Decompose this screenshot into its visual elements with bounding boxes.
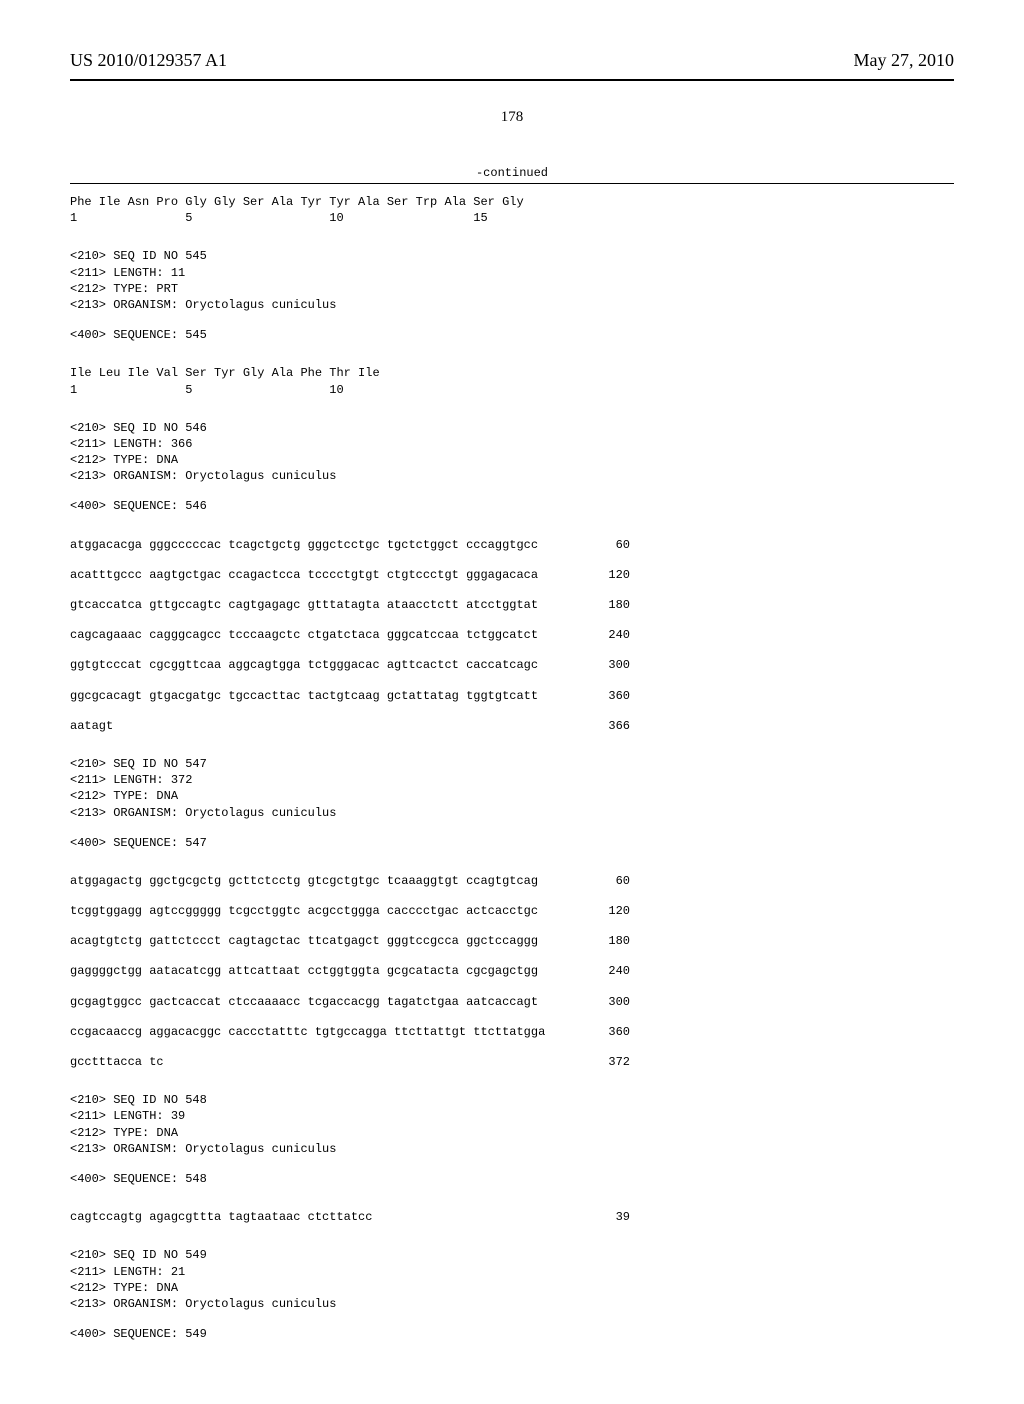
dna-row: tcggtggagg agtccggggg tcgcctggtc acgcctg… — [70, 903, 630, 919]
seq-header-line: <400> SEQUENCE: 549 — [70, 1326, 954, 1342]
seq-header-line: <210> SEQ ID NO 548 — [70, 1092, 954, 1108]
dna-position: 240 — [600, 963, 630, 979]
seq-header-line: <211> LENGTH: 372 — [70, 772, 954, 788]
dna-position: 372 — [600, 1054, 630, 1070]
dna-position: 366 — [600, 718, 630, 734]
running-header: US 2010/0129357 A1 May 27, 2010 — [70, 50, 954, 71]
dna-sequence: atggagactg ggctgcgctg gcttctcctg gtcgctg… — [70, 873, 538, 889]
seq-header-line: <212> TYPE: DNA — [70, 452, 954, 468]
dna-position: 120 — [600, 567, 630, 583]
seq-header-line: <212> TYPE: PRT — [70, 281, 954, 297]
seq-header-line — [70, 1312, 954, 1326]
dna-row: atggagactg ggctgcgctg gcttctcctg gtcgctg… — [70, 873, 630, 889]
dna-sequence: ccgacaaccg aggacacggc caccctatttc tgtgcc… — [70, 1024, 545, 1040]
dna-row: ggcgcacagt gtgacgatgc tgccacttac tactgtc… — [70, 688, 630, 704]
dna-position: 39 — [600, 1209, 630, 1225]
seq-header-line: <400> SEQUENCE: 548 — [70, 1171, 954, 1187]
dna-row: gcctttacca tc 372 — [70, 1054, 630, 1070]
dna-row: atggacacga gggcccccac tcagctgctg gggctcc… — [70, 537, 630, 553]
dna-sequence: cagtccagtg agagcgttta tagtaataac ctcttat… — [70, 1209, 372, 1225]
protein-residues: Phe Ile Asn Pro Gly Gly Ser Ala Tyr Tyr … — [70, 194, 954, 210]
seq-header-line: <213> ORGANISM: Oryctolagus cuniculus — [70, 468, 954, 484]
dna-position: 300 — [600, 657, 630, 673]
seq-header-line: <400> SEQUENCE: 547 — [70, 835, 954, 851]
sequence-block: <210> SEQ ID NO 548<211> LENGTH: 39<212>… — [70, 1092, 954, 1187]
protein-numbers: 1 5 10 — [70, 382, 954, 398]
seq-header-line: <210> SEQ ID NO 546 — [70, 420, 954, 436]
dna-sequence: aatagt — [70, 718, 113, 734]
page-number: 178 — [70, 109, 954, 126]
seq-header-line: <211> LENGTH: 366 — [70, 436, 954, 452]
publication-date: May 27, 2010 — [854, 50, 955, 71]
dna-position: 180 — [600, 933, 630, 949]
dna-position: 120 — [600, 903, 630, 919]
dna-row: acatttgccc aagtgctgac ccagactcca tcccctg… — [70, 567, 630, 583]
sequence-block: <210> SEQ ID NO 545<211> LENGTH: 11<212>… — [70, 248, 954, 343]
dna-sequence: gaggggctgg aatacatcgg attcattaat cctggtg… — [70, 963, 538, 979]
dna-sequence: ggtgtcccat cgcggttcaa aggcagtgga tctggga… — [70, 657, 538, 673]
seq-header-line: <210> SEQ ID NO 545 — [70, 248, 954, 264]
dna-position: 360 — [600, 688, 630, 704]
dna-position: 240 — [600, 627, 630, 643]
dna-row: gtcaccatca gttgccagtc cagtgagagc gtttata… — [70, 597, 630, 613]
sequence-block: <210> SEQ ID NO 546<211> LENGTH: 366<212… — [70, 420, 954, 515]
dna-row: gaggggctgg aatacatcgg attcattaat cctggtg… — [70, 963, 630, 979]
sequence-listing: Phe Ile Asn Pro Gly Gly Ser Ala Tyr Tyr … — [70, 194, 954, 1342]
protein-numbers: 1 5 10 15 — [70, 210, 954, 226]
dna-row: acagtgtctg gattctccct cagtagctac ttcatga… — [70, 933, 630, 949]
seq-header-line: <400> SEQUENCE: 546 — [70, 498, 954, 514]
dna-sequence: acagtgtctg gattctccct cagtagctac ttcatga… — [70, 933, 538, 949]
dna-position: 60 — [600, 873, 630, 889]
publication-number: US 2010/0129357 A1 — [70, 50, 227, 71]
protein-residues: Ile Leu Ile Val Ser Tyr Gly Ala Phe Thr … — [70, 365, 954, 381]
page-container: US 2010/0129357 A1 May 27, 2010 178 -con… — [0, 0, 1024, 1404]
dna-sequence: acatttgccc aagtgctgac ccagactcca tcccctg… — [70, 567, 538, 583]
dna-row: cagcagaaac cagggcagcc tcccaagctc ctgatct… — [70, 627, 630, 643]
dna-sequence: ggcgcacagt gtgacgatgc tgccacttac tactgtc… — [70, 688, 538, 704]
dna-position: 60 — [600, 537, 630, 553]
seq-header-line: <210> SEQ ID NO 547 — [70, 756, 954, 772]
sequence-block: Ile Leu Ile Val Ser Tyr Gly Ala Phe Thr … — [70, 365, 954, 397]
sequence-block: cagtccagtg agagcgttta tagtaataac ctcttat… — [70, 1209, 954, 1225]
seq-header-line: <400> SEQUENCE: 545 — [70, 327, 954, 343]
seq-header-line: <213> ORGANISM: Oryctolagus cuniculus — [70, 1296, 954, 1312]
seq-header-line: <211> LENGTH: 11 — [70, 265, 954, 281]
header-rule — [70, 79, 954, 81]
seq-header-line: <211> LENGTH: 39 — [70, 1108, 954, 1124]
seq-header-line: <210> SEQ ID NO 549 — [70, 1247, 954, 1263]
dna-sequence: tcggtggagg agtccggggg tcgcctggtc acgcctg… — [70, 903, 538, 919]
dna-sequence: atggacacga gggcccccac tcagctgctg gggctcc… — [70, 537, 538, 553]
sequence-block: atggagactg ggctgcgctg gcttctcctg gtcgctg… — [70, 873, 954, 1070]
sequence-block: atggacacga gggcccccac tcagctgctg gggctcc… — [70, 537, 954, 734]
sequence-block: <210> SEQ ID NO 547<211> LENGTH: 372<212… — [70, 756, 954, 851]
dna-row: ggtgtcccat cgcggttcaa aggcagtgga tctggga… — [70, 657, 630, 673]
dna-row: ccgacaaccg aggacacggc caccctatttc tgtgcc… — [70, 1024, 630, 1040]
seq-header-line — [70, 1157, 954, 1171]
seq-header-line: <212> TYPE: DNA — [70, 1125, 954, 1141]
dna-sequence: gcctttacca tc — [70, 1054, 164, 1070]
dna-sequence: gtcaccatca gttgccagtc cagtgagagc gtttata… — [70, 597, 538, 613]
continued-label: -continued — [70, 166, 954, 180]
seq-header-line — [70, 484, 954, 498]
dna-position: 180 — [600, 597, 630, 613]
seq-header-line: <213> ORGANISM: Oryctolagus cuniculus — [70, 1141, 954, 1157]
dna-sequence: cagcagaaac cagggcagcc tcccaagctc ctgatct… — [70, 627, 538, 643]
sequence-block: <210> SEQ ID NO 549<211> LENGTH: 21<212>… — [70, 1247, 954, 1342]
seq-header-line: <211> LENGTH: 21 — [70, 1264, 954, 1280]
seq-header-line: <213> ORGANISM: Oryctolagus cuniculus — [70, 805, 954, 821]
dna-position: 360 — [600, 1024, 630, 1040]
seq-header-line — [70, 821, 954, 835]
sequence-block: Phe Ile Asn Pro Gly Gly Ser Ala Tyr Tyr … — [70, 194, 954, 226]
section-rule — [70, 183, 954, 184]
seq-header-line: <213> ORGANISM: Oryctolagus cuniculus — [70, 297, 954, 313]
dna-row: aatagt 366 — [70, 718, 630, 734]
dna-row: cagtccagtg agagcgttta tagtaataac ctcttat… — [70, 1209, 630, 1225]
seq-header-line: <212> TYPE: DNA — [70, 1280, 954, 1296]
seq-header-line — [70, 313, 954, 327]
seq-header-line: <212> TYPE: DNA — [70, 788, 954, 804]
dna-sequence: gcgagtggcc gactcaccat ctccaaaacc tcgacca… — [70, 994, 538, 1010]
dna-position: 300 — [600, 994, 630, 1010]
dna-row: gcgagtggcc gactcaccat ctccaaaacc tcgacca… — [70, 994, 630, 1010]
